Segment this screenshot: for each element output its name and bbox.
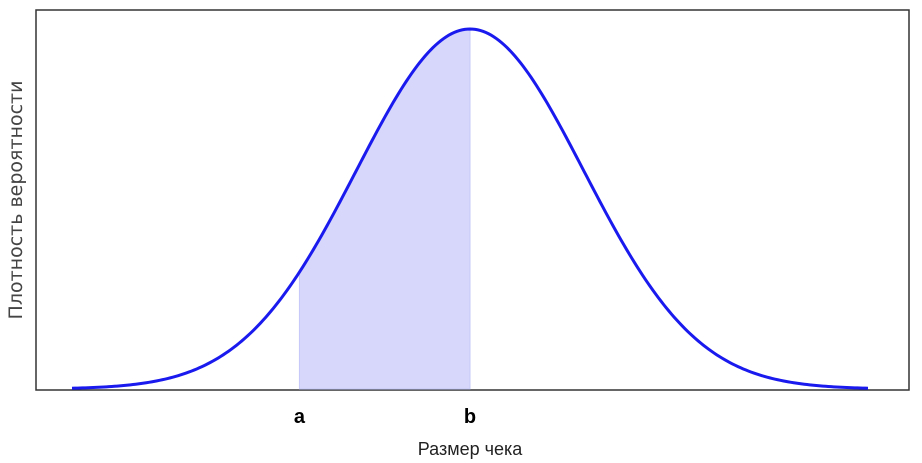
density-curve xyxy=(71,27,869,390)
shaded-probability-area xyxy=(298,28,471,390)
plot-frame xyxy=(35,9,910,391)
x-tick-label-a: a xyxy=(293,406,305,428)
x-axis-label: Размер чека xyxy=(417,439,523,459)
x-tick-label-b: b xyxy=(463,406,477,428)
y-axis-label: Плотность вероятности xyxy=(5,80,27,320)
